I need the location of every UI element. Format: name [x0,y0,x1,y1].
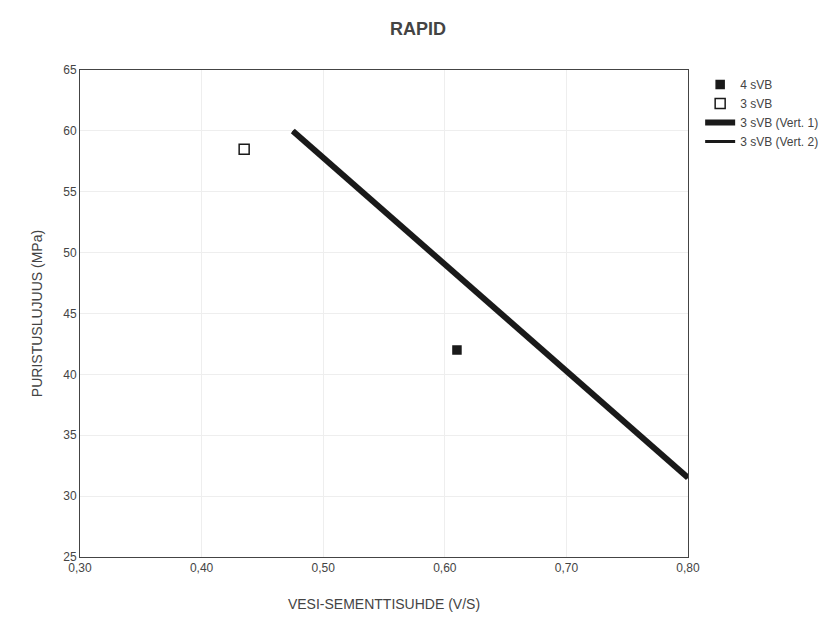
svg-text:PURISTUSLUJUUS (MPa): PURISTUSLUJUUS (MPa) [29,230,45,397]
svg-text:50: 50 [63,246,77,260]
svg-text:0,70: 0,70 [555,561,579,575]
svg-text:3 sVB (Vert. 2): 3 sVB (Vert. 2) [740,135,818,149]
svg-text:VESI-SEMENTTISUHDE (V/S): VESI-SEMENTTISUHDE (V/S) [288,596,480,612]
svg-text:0,60: 0,60 [433,561,457,575]
svg-text:60: 60 [63,124,77,138]
svg-text:40: 40 [63,368,77,382]
svg-text:0,40: 0,40 [190,561,214,575]
svg-text:65: 65 [63,63,77,77]
svg-text:3 sVB (Vert. 1): 3 sVB (Vert. 1) [740,116,818,130]
svg-text:0,50: 0,50 [312,561,336,575]
svg-text:3 sVB: 3 sVB [740,97,772,111]
svg-text:RAPID: RAPID [390,19,446,39]
svg-text:0,30: 0,30 [68,561,92,575]
svg-text:55: 55 [63,185,77,199]
svg-text:25: 25 [63,550,77,564]
svg-text:0,80: 0,80 [676,561,700,575]
svg-text:35: 35 [63,428,77,442]
svg-text:4 sVB: 4 sVB [740,78,772,92]
svg-text:30: 30 [63,489,77,503]
svg-text:45: 45 [63,307,77,321]
